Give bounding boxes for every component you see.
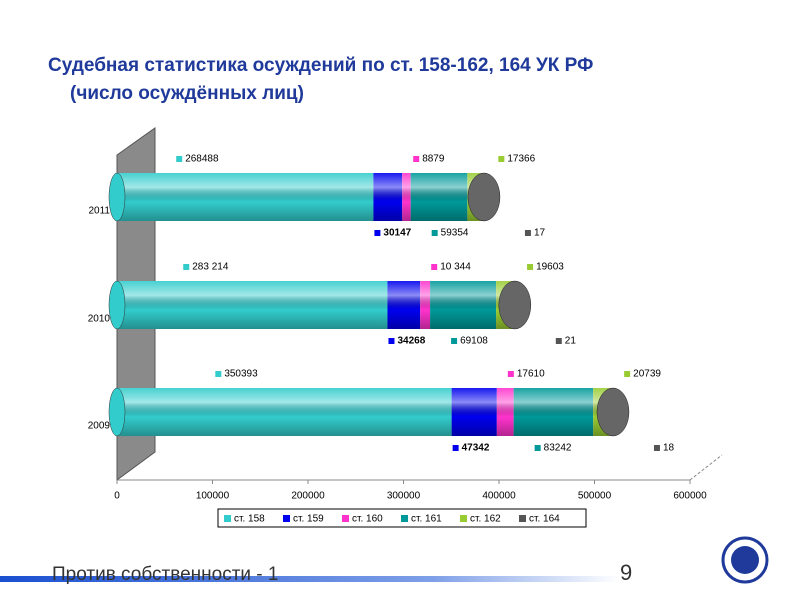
y-tick-label: 2011 bbox=[88, 206, 110, 217]
title-block: Судебная статистика осуждений по ст. 158… bbox=[48, 52, 593, 108]
data-label: 34268 bbox=[397, 336, 425, 347]
label-key bbox=[624, 371, 631, 377]
x-tick-label: 500000 bbox=[578, 491, 612, 502]
label-key bbox=[524, 230, 531, 236]
bar-shine bbox=[117, 173, 484, 221]
data-label: 10 344 bbox=[440, 262, 471, 273]
footer-text: Против собственности - 1 bbox=[52, 564, 279, 585]
legend-label: ст. 161 bbox=[411, 514, 442, 525]
chart-subtitle: (число осуждённых лиц) bbox=[70, 83, 304, 104]
data-label: 283 214 bbox=[192, 262, 229, 273]
legend-swatch bbox=[342, 515, 349, 522]
legend-label: ст. 160 bbox=[352, 514, 383, 525]
legend-swatch bbox=[519, 515, 526, 522]
bar-cap bbox=[498, 280, 532, 330]
legend-swatch bbox=[460, 515, 467, 522]
data-label: 17 bbox=[534, 228, 546, 239]
label-key bbox=[388, 338, 395, 344]
bar-shine bbox=[117, 388, 613, 436]
bar-shine bbox=[117, 281, 515, 329]
label-key bbox=[215, 371, 222, 377]
x-tick-label: 400000 bbox=[482, 491, 516, 502]
label-key bbox=[431, 230, 438, 236]
data-label: 20739 bbox=[633, 369, 661, 380]
footer-bar bbox=[0, 576, 620, 582]
x-tick-label: 600000 bbox=[673, 491, 707, 502]
legend-label: ст. 159 bbox=[293, 514, 324, 525]
bar-cap bbox=[108, 280, 126, 330]
data-label: 19603 bbox=[536, 262, 564, 273]
legend-swatch bbox=[224, 515, 231, 522]
bar-cap bbox=[108, 172, 126, 222]
label-key bbox=[451, 338, 458, 344]
bar-cap bbox=[108, 387, 126, 437]
y-tick-label: 2010 bbox=[88, 314, 111, 325]
label-key bbox=[431, 264, 438, 270]
data-label: 69108 bbox=[460, 336, 488, 347]
data-label: 21 bbox=[565, 336, 577, 347]
data-label: 17610 bbox=[517, 369, 545, 380]
chart-title: Судебная статистика осуждений по ст. 158… bbox=[48, 55, 594, 76]
legend-swatch bbox=[283, 515, 290, 522]
legend-label: ст. 162 bbox=[470, 514, 501, 525]
page-number: 9 bbox=[620, 560, 633, 585]
legend-label: ст. 164 bbox=[529, 514, 560, 525]
data-label: 30147 bbox=[383, 228, 411, 239]
data-label: 17366 bbox=[507, 154, 535, 165]
label-key bbox=[653, 445, 660, 451]
axis bbox=[689, 454, 723, 481]
bar-cap bbox=[596, 387, 630, 437]
label-key bbox=[498, 156, 505, 162]
legend-swatch bbox=[401, 515, 408, 522]
data-label: 83242 bbox=[544, 443, 572, 454]
label-key bbox=[374, 230, 381, 236]
label-key bbox=[413, 156, 420, 162]
bar-cap bbox=[467, 172, 501, 222]
label-key bbox=[176, 156, 183, 162]
label-key bbox=[555, 338, 562, 344]
x-tick-label: 300000 bbox=[387, 491, 421, 502]
label-key bbox=[507, 371, 514, 377]
x-tick-label: 100000 bbox=[196, 491, 230, 502]
logo bbox=[731, 546, 759, 574]
label-key bbox=[527, 264, 534, 270]
data-label: 59354 bbox=[441, 228, 469, 239]
label-key bbox=[534, 445, 541, 451]
data-label: 47342 bbox=[462, 443, 490, 454]
data-label: 18 bbox=[663, 443, 675, 454]
x-tick-label: 200000 bbox=[291, 491, 325, 502]
data-label: 268488 bbox=[185, 154, 219, 165]
label-key bbox=[452, 445, 459, 451]
data-label: 350393 bbox=[224, 369, 258, 380]
legend-label: ст. 158 bbox=[234, 514, 265, 525]
label-key bbox=[183, 264, 190, 270]
data-label: 8879 bbox=[422, 154, 445, 165]
y-tick-label: 2009 bbox=[88, 421, 111, 432]
x-tick-label: 0 bbox=[114, 491, 120, 502]
